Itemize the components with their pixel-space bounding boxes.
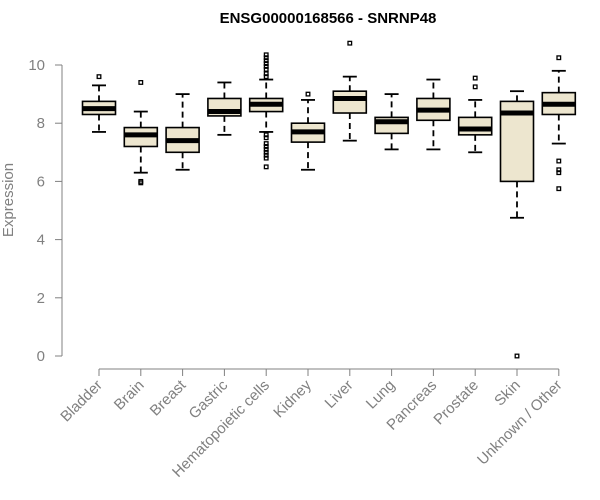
outlier-point <box>347 40 353 46</box>
outlier-point <box>138 180 144 186</box>
outlier-point <box>514 353 520 359</box>
outlier-point <box>472 75 478 81</box>
y-axis-label: Expression <box>0 163 17 237</box>
box-group <box>374 93 409 151</box>
outlier-point <box>263 152 269 158</box>
box-group <box>499 90 535 359</box>
outlier-point <box>263 141 269 147</box>
box-group <box>123 80 159 186</box>
outlier-point <box>263 52 269 58</box>
outlier-point <box>263 144 269 149</box>
outlier-point <box>96 74 102 80</box>
box-group <box>290 91 326 171</box>
outlier-point <box>263 132 269 138</box>
x-tick-label: Breast <box>147 376 190 419</box>
outlier-point <box>305 91 311 97</box>
outlier-point <box>263 135 269 141</box>
outlier-point <box>263 74 269 80</box>
x-tick-label: Prostate <box>430 377 482 429</box>
outlier-point <box>472 84 478 90</box>
outlier-point <box>263 71 269 77</box>
x-tick-label: Lung <box>363 377 399 413</box>
outlier-point <box>556 170 562 176</box>
box-group <box>332 40 368 142</box>
outlier-point <box>138 80 144 85</box>
box-group <box>207 81 242 136</box>
box-group <box>248 52 284 170</box>
outlier-point <box>556 55 562 61</box>
box <box>457 116 493 136</box>
outlier-point <box>556 167 562 173</box>
outlier-point <box>263 66 269 72</box>
y-tick-label: 4 <box>37 232 45 249</box>
outlier-point <box>263 55 269 61</box>
boxes <box>81 40 577 359</box>
box-group <box>81 74 117 133</box>
outlier-point <box>263 164 269 170</box>
outlier-point <box>263 58 269 64</box>
y-axis: 0 2 4 6 8 10 <box>28 57 63 365</box>
outlier-point <box>263 155 269 161</box>
box-group <box>165 93 200 171</box>
y-tick-label: 6 <box>37 173 45 190</box>
y-tick-label: 10 <box>28 57 45 74</box>
box-group <box>457 75 493 154</box>
outlier-point <box>263 61 269 66</box>
x-tick-label: Kidney <box>270 376 315 421</box>
y-tick-label: 2 <box>37 290 45 307</box>
y-tick-label: 0 <box>37 348 45 365</box>
box-group <box>541 55 577 192</box>
outlier-point <box>556 186 562 192</box>
y-tick-label: 8 <box>37 115 45 132</box>
outlier-point <box>263 64 269 69</box>
x-tick-label: Brain <box>111 377 148 414</box>
x-tick-label: Bladder <box>57 377 106 426</box>
outlier-point <box>263 146 269 152</box>
outlier-point <box>263 149 269 155</box>
x-tick-label: Skin <box>491 377 524 410</box>
chart-title: ENSG00000168566 - SNRNP48 <box>220 10 437 27</box>
box-group <box>416 78 451 151</box>
outlier-point <box>556 158 562 164</box>
x-tick-label: Liver <box>322 377 357 412</box>
box <box>332 90 368 114</box>
